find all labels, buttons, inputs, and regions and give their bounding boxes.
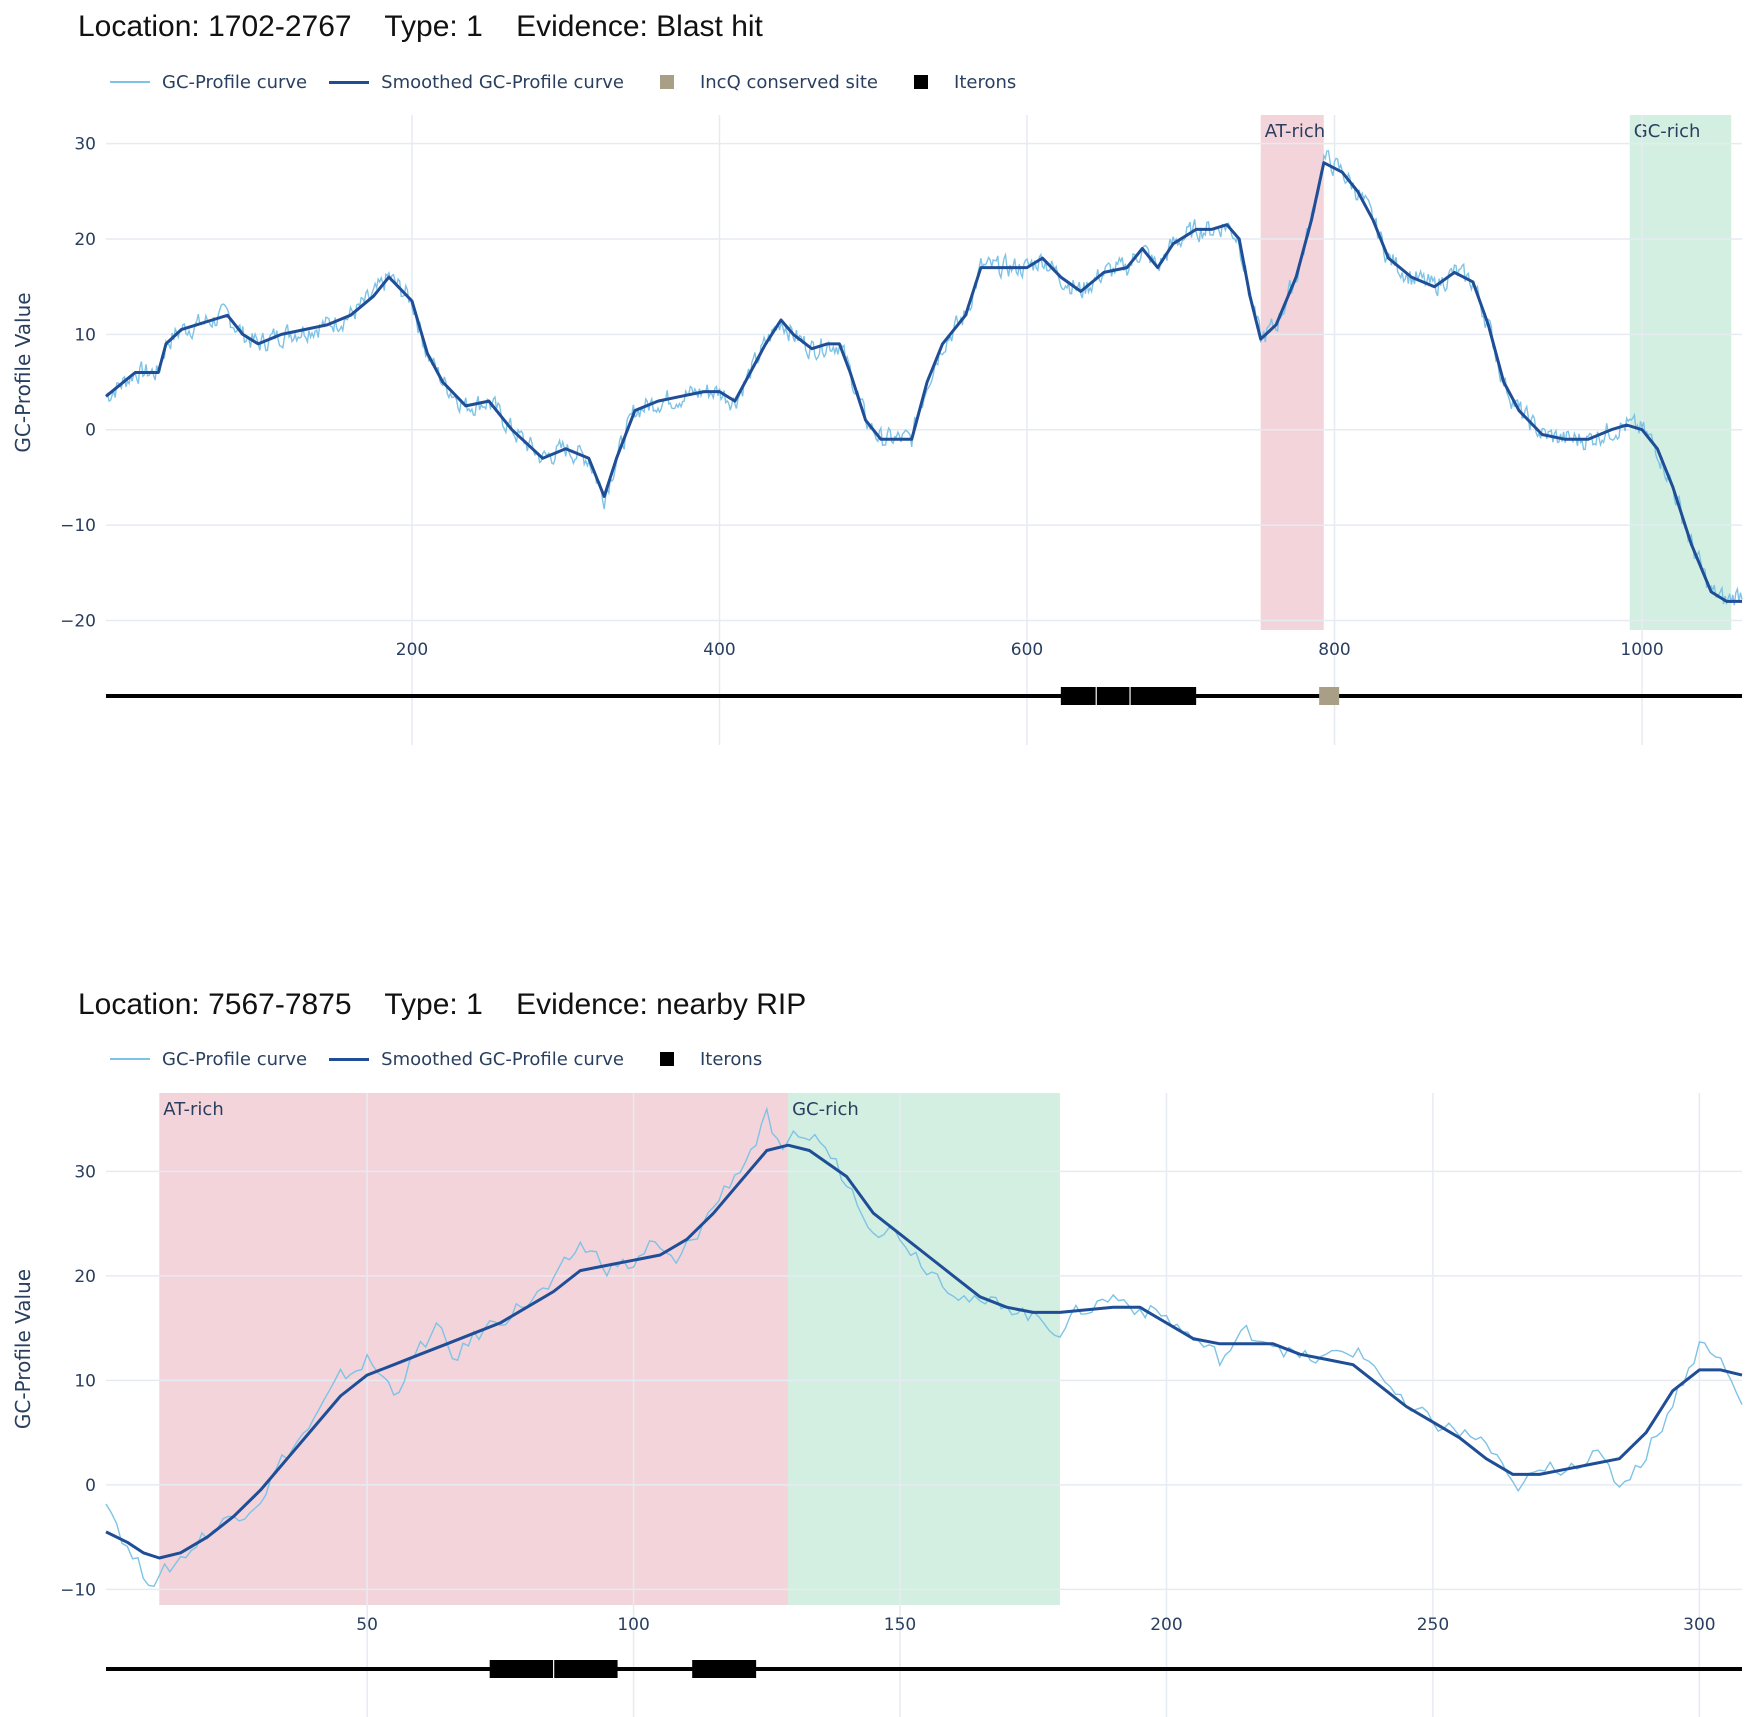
x-tick-label: 400 — [703, 640, 735, 660]
legend-line-swatch — [329, 1057, 370, 1061]
y-tick-label: 30 — [74, 1162, 96, 1182]
region-label: GC-rich — [1634, 121, 1701, 142]
chart-legend: GC-Profile curve Smoothed GC-Profile cur… — [110, 1047, 784, 1071]
y-tick-label: 10 — [74, 325, 96, 345]
x-tick-label: 250 — [1417, 1615, 1449, 1635]
series-line-raw — [105, 1106, 1743, 1588]
region-label: AT-rich — [1265, 121, 1325, 142]
iteron-block — [1060, 687, 1197, 705]
legend-label: Smoothed GC-Profile curve — [381, 71, 624, 93]
region-band-gc-rich — [788, 1093, 1060, 1605]
y-tick-label: 20 — [74, 1267, 96, 1287]
legend-box-swatch — [914, 75, 929, 89]
x-tick-label: 1000 — [1620, 640, 1663, 660]
series-line-smoothed — [105, 161, 1742, 603]
legend-label: GC-Profile curve — [162, 71, 308, 93]
legend-label: GC-Profile curve — [162, 1048, 308, 1070]
y-tick-label: 0 — [85, 421, 96, 441]
region-label: GC-rich — [792, 1099, 859, 1120]
series-line-smoothed — [105, 1143, 1743, 1560]
legend-item-iterons[interactable]: Iterons — [900, 72, 1016, 93]
chart-title: Location: 7567-7875 Type: 1 Evidence: ne… — [78, 988, 807, 1021]
legend-item-iterons[interactable]: Iterons — [646, 1049, 762, 1070]
legend-item-smoothed[interactable]: Smoothed GC-Profile curve — [329, 72, 624, 93]
x-tick-label: 50 — [356, 1615, 378, 1635]
region-band-at-rich — [159, 1093, 789, 1605]
chart-title: Location: 1702-2767 Type: 1 Evidence: Bl… — [78, 10, 763, 43]
y-tick-label: 10 — [74, 1371, 96, 1391]
y-tick-label: −10 — [60, 516, 96, 536]
legend-line-swatch — [110, 1058, 150, 1060]
y-axis-title: GC-Profile Value — [11, 1269, 35, 1429]
y-tick-label: 0 — [85, 1476, 96, 1496]
x-tick-label: 200 — [1150, 1615, 1182, 1635]
legend-label: IncQ conserved site — [699, 71, 879, 93]
x-tick-label: 150 — [884, 1615, 916, 1635]
x-tick-label: 600 — [1011, 640, 1043, 660]
legend-item-smoothed[interactable]: Smoothed GC-Profile curve — [329, 1049, 624, 1070]
iteron-block — [692, 1660, 757, 1678]
chart-legend: GC-Profile curve Smoothed GC-Profile cur… — [110, 70, 1038, 94]
x-tick-label: 200 — [396, 640, 428, 660]
y-axis-title: GC-Profile Value — [11, 292, 35, 452]
legend-label: Iterons — [954, 71, 1017, 93]
region-band-at-rich — [1260, 115, 1324, 630]
x-tick-label: 300 — [1683, 1615, 1715, 1635]
legend-line-swatch — [329, 80, 370, 84]
legend-box-swatch — [659, 1052, 674, 1066]
legend-item-incq[interactable]: IncQ conserved site — [646, 72, 878, 93]
y-tick-label: 30 — [74, 135, 96, 155]
y-tick-label: 20 — [74, 230, 96, 250]
region-label: AT-rich — [163, 1099, 223, 1120]
legend-item-raw[interactable]: GC-Profile curve — [110, 72, 307, 93]
legend-line-swatch — [110, 81, 150, 83]
legend-item-raw[interactable]: GC-Profile curve — [110, 1049, 307, 1070]
region-band-gc-rich — [1629, 115, 1732, 630]
y-tick-label: −10 — [60, 1580, 96, 1600]
legend-label: Smoothed GC-Profile curve — [381, 1048, 624, 1070]
legend-box-swatch — [659, 75, 674, 89]
chart-plot-1[interactable]: AT-rich GC-rich −20 −10 0 10 20 30 200 400 600 800 1… — [0, 0, 1759, 760]
incq-site-block — [1319, 687, 1340, 705]
x-tick-label: 100 — [617, 1615, 649, 1635]
legend-label: Iterons — [699, 1048, 763, 1070]
y-tick-label: −20 — [60, 611, 96, 631]
x-tick-label: 800 — [1318, 640, 1350, 660]
